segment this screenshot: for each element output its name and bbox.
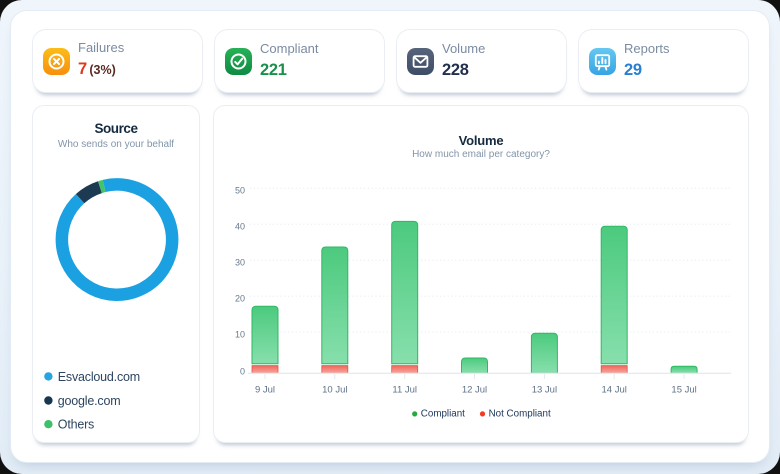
svg-text:Not Compliant: Not Compliant bbox=[489, 409, 551, 420]
svg-text:30: 30 bbox=[235, 257, 245, 267]
svg-text:google.com: google.com bbox=[58, 394, 121, 408]
svg-text:12 Jul: 12 Jul bbox=[462, 384, 487, 395]
svg-text:10: 10 bbox=[235, 329, 245, 339]
svg-text:13 Jul: 13 Jul bbox=[532, 384, 557, 395]
svg-text:50: 50 bbox=[235, 185, 245, 195]
svg-text:Others: Others bbox=[58, 418, 94, 432]
svg-text:Esvacloud.com: Esvacloud.com bbox=[58, 370, 140, 384]
svg-text:0: 0 bbox=[240, 367, 245, 377]
svg-text:11 Jul: 11 Jul bbox=[392, 384, 417, 395]
svg-text:40: 40 bbox=[235, 221, 245, 231]
svg-text:Compliant: Compliant bbox=[421, 409, 465, 420]
svg-text:14 Jul: 14 Jul bbox=[602, 384, 627, 395]
svg-text:9 Jul: 9 Jul bbox=[255, 384, 275, 395]
svg-text:10 Jul: 10 Jul bbox=[322, 384, 347, 395]
svg-text:20: 20 bbox=[235, 293, 245, 303]
svg-text:15 Jul: 15 Jul bbox=[671, 384, 696, 395]
